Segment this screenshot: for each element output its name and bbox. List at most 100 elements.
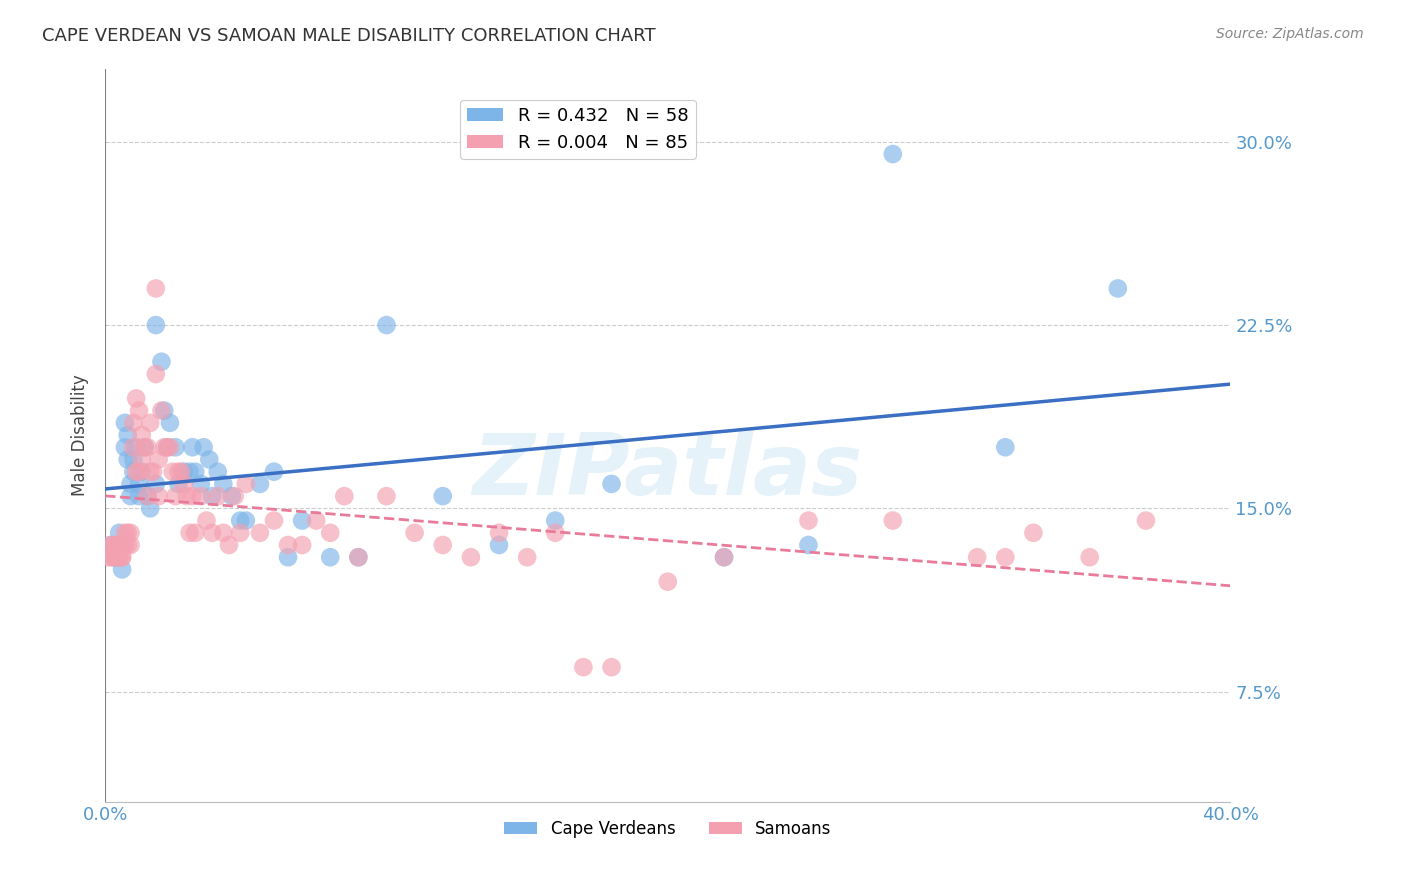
Point [713,550,735,565]
Point [120,525,142,540]
Point [153,440,176,454]
Point [516,550,538,565]
Point [207,489,229,503]
Point [179,525,201,540]
Point [120,477,142,491]
Point [319,525,342,540]
Point [122,452,145,467]
Point [114,525,136,540]
Point [657,574,679,589]
Point [100,550,122,565]
Point [797,514,820,528]
Point [179,465,201,479]
Point [153,403,176,417]
Point [221,489,243,503]
Point [966,550,988,565]
Point [139,465,162,479]
Point [156,440,179,454]
Point [229,525,252,540]
Point [249,477,271,491]
Point [122,416,145,430]
Point [125,392,148,406]
Point [488,525,510,540]
Point [162,465,184,479]
Point [117,525,139,540]
Point [139,416,162,430]
Point [167,477,190,491]
Point [114,538,136,552]
Point [111,550,134,565]
Point [136,489,159,503]
Point [117,538,139,552]
Point [218,538,240,552]
Point [134,440,156,454]
Point [305,514,328,528]
Point [108,550,131,565]
Point [713,550,735,565]
Point [173,477,195,491]
Point [128,489,150,503]
Point [544,514,567,528]
Point [117,428,139,442]
Point [235,514,257,528]
Point [111,562,134,576]
Point [139,501,162,516]
Point [404,525,426,540]
Point [131,465,153,479]
Point [212,525,235,540]
Point [195,514,218,528]
Point [198,452,221,467]
Point [128,477,150,491]
Point [1078,550,1101,565]
Point [1022,525,1045,540]
Point [432,538,454,552]
Point [136,440,159,454]
Point [108,538,131,552]
Point [797,538,820,552]
Point [111,550,134,565]
Point [994,440,1017,454]
Point [176,489,198,503]
Point [229,514,252,528]
Point [347,550,370,565]
Point [134,440,156,454]
Point [375,489,398,503]
Point [114,440,136,454]
Point [235,477,257,491]
Point [122,465,145,479]
Point [103,550,125,565]
Point [120,538,142,552]
Point [291,514,314,528]
Y-axis label: Male Disability: Male Disability [72,374,89,496]
Point [184,525,207,540]
Text: ZIPatlas: ZIPatlas [472,430,863,513]
Point [105,550,128,565]
Point [277,538,299,552]
Point [150,403,173,417]
Point [108,525,131,540]
Point [460,550,482,565]
Point [103,538,125,552]
Point [277,550,299,565]
Point [105,550,128,565]
Point [432,489,454,503]
Point [184,465,207,479]
Point [167,465,190,479]
Point [114,416,136,430]
Point [125,465,148,479]
Point [212,477,235,491]
Point [128,403,150,417]
Point [190,489,212,503]
Point [263,465,285,479]
Point [159,440,181,454]
Point [105,538,128,552]
Point [145,281,167,295]
Point [145,477,167,491]
Point [165,440,187,454]
Point [193,440,215,454]
Point [103,550,125,565]
Point [97,550,120,565]
Point [148,452,170,467]
Point [488,538,510,552]
Point [100,538,122,552]
